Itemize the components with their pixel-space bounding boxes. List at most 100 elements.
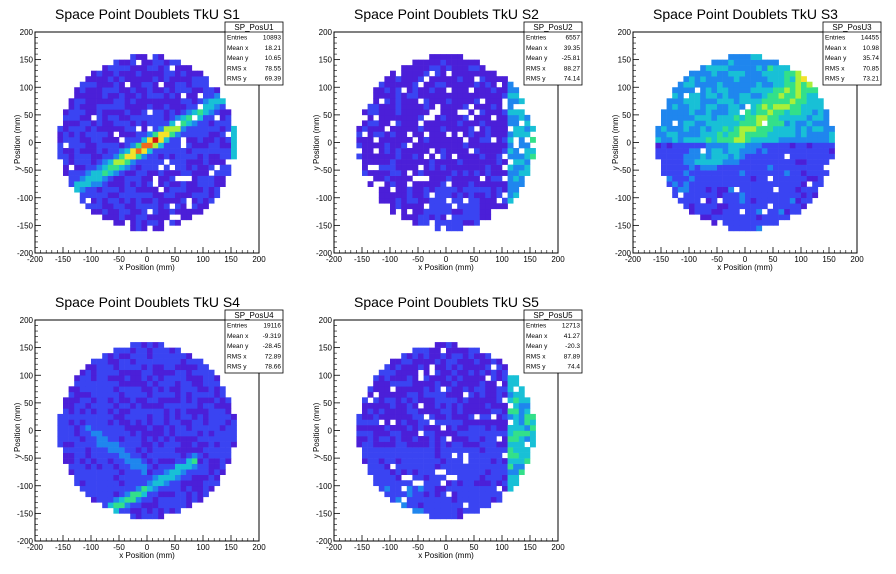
histogram-bin <box>739 92 746 99</box>
histogram-bin <box>395 491 402 498</box>
histogram-bin <box>485 474 492 481</box>
histogram-bin <box>225 408 232 415</box>
histogram-bin <box>711 87 718 94</box>
histogram-bin <box>418 507 424 514</box>
histogram-bin <box>434 430 441 437</box>
histogram-bin <box>722 76 729 83</box>
histogram-bin <box>784 181 791 187</box>
histogram-bin <box>761 114 768 121</box>
histogram-bin <box>107 153 114 160</box>
histogram-bin <box>367 136 374 143</box>
histogram-bin <box>518 413 525 420</box>
histogram-bin <box>130 369 137 376</box>
histogram-bin <box>85 76 92 83</box>
histogram-bin <box>778 103 785 110</box>
histogram-bin <box>468 358 475 365</box>
histogram-bin <box>107 353 114 359</box>
histogram-bin <box>446 98 452 105</box>
histogram-bin <box>130 125 137 132</box>
histogram-bin <box>203 153 209 160</box>
histogram-bin <box>705 186 712 193</box>
histogram-bin <box>175 70 181 77</box>
histogram-bin <box>457 159 464 165</box>
histogram-bin <box>524 148 531 154</box>
histogram-bin <box>801 175 807 182</box>
stats-box-title: SP_PosU1 <box>234 23 274 32</box>
histogram-bin <box>457 458 464 464</box>
histogram-bin <box>513 181 520 187</box>
histogram-bin <box>434 513 441 520</box>
histogram-bin <box>124 496 131 503</box>
histogram-bin <box>85 419 92 426</box>
chart-title: Space Point Doublets TkU S4 <box>55 294 240 310</box>
histogram-bin <box>191 170 198 176</box>
histogram-bin <box>440 402 447 409</box>
histogram-bin <box>152 402 159 409</box>
histogram-bin <box>74 386 81 393</box>
histogram-bin <box>773 87 779 94</box>
histogram-bin <box>152 214 159 221</box>
histogram-bin <box>700 208 707 215</box>
histogram-bin <box>507 120 514 127</box>
histogram-bin <box>373 142 380 149</box>
histogram-bin <box>474 159 480 165</box>
histogram-bin <box>778 153 785 160</box>
histogram-bin <box>107 436 114 442</box>
histogram-bin <box>96 447 103 453</box>
y-tick-label: 50 <box>323 111 332 120</box>
histogram-bin <box>107 419 114 426</box>
histogram-bin <box>446 65 452 71</box>
histogram-bin <box>169 424 176 431</box>
histogram-bin <box>175 502 181 509</box>
histogram-bin <box>147 214 153 221</box>
histogram-bin <box>795 164 802 171</box>
histogram-bin <box>203 114 209 121</box>
histogram-bin <box>440 76 447 83</box>
histogram-bin <box>462 408 469 415</box>
histogram-bin <box>462 369 469 376</box>
histogram-bin <box>356 413 363 420</box>
histogram-bin <box>733 148 740 154</box>
histogram-bin <box>169 192 176 199</box>
histogram-bin <box>761 192 768 199</box>
histogram-bin <box>722 181 729 187</box>
histogram-bin <box>378 142 385 149</box>
histogram-bin <box>440 507 447 514</box>
histogram-bin <box>356 131 363 138</box>
histogram-bin <box>390 103 396 110</box>
histogram-bin <box>91 474 97 481</box>
histogram-bin <box>750 125 757 132</box>
histogram-bin <box>451 347 458 354</box>
histogram-bin <box>180 131 187 138</box>
histogram-bin <box>119 70 125 77</box>
stats-value: 6557 <box>566 35 581 42</box>
histogram-bin <box>124 76 131 83</box>
histogram-bin <box>440 170 447 176</box>
histogram-bin <box>158 474 165 481</box>
histogram-bin <box>457 424 464 431</box>
histogram-bin <box>203 419 209 426</box>
histogram-bin <box>485 430 492 437</box>
histogram-bin <box>163 463 170 470</box>
histogram-bin <box>434 397 441 404</box>
histogram-bin <box>135 507 142 514</box>
histogram-bin <box>795 181 802 187</box>
histogram-bin <box>124 87 131 94</box>
histogram-bin <box>722 208 729 215</box>
histogram-bin <box>513 164 520 171</box>
histogram-bin <box>745 76 751 83</box>
histogram-bin <box>761 76 768 83</box>
histogram-bin <box>479 469 486 475</box>
histogram-bin <box>750 70 757 77</box>
histogram-bin <box>378 380 385 387</box>
histogram-bin <box>468 98 475 105</box>
histogram-bin <box>85 175 92 182</box>
histogram-bin <box>778 170 785 176</box>
histogram-bin <box>468 142 475 149</box>
histogram-bin <box>152 192 159 199</box>
histogram-bin <box>773 125 779 132</box>
histogram-bin <box>401 153 408 160</box>
histogram-bin <box>462 87 469 94</box>
histogram-bin <box>214 192 221 199</box>
histogram-bin <box>96 197 103 204</box>
